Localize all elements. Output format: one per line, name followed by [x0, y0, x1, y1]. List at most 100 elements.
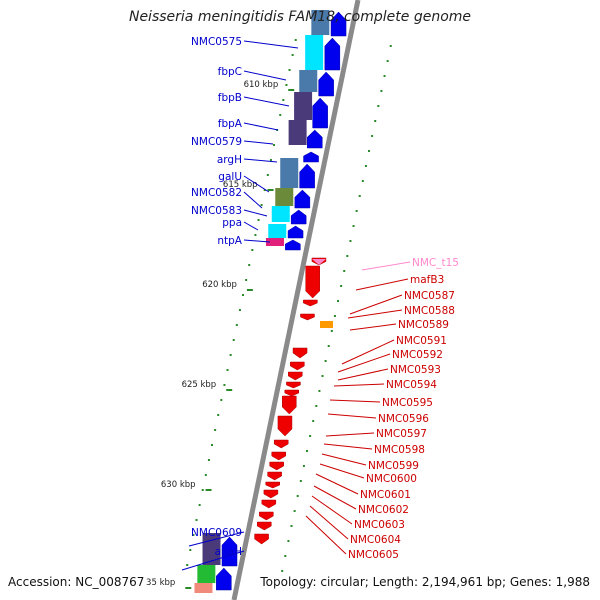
forward-leader-line [243, 122, 279, 131]
reverse-gene-label-nmc0605: NMC0605 [348, 549, 399, 561]
reverse-leader-line [337, 368, 389, 381]
reverse-gene-label-nmc0587: NMC0587 [404, 290, 455, 302]
reverse-gene-label-nmc-t15: NMC_t15 [412, 257, 459, 269]
reverse-gene-shape [282, 395, 297, 415]
reverse-gene-shape [254, 533, 269, 545]
cog-block [288, 120, 307, 145]
reverse-leader-line [355, 278, 409, 291]
forward-gene-shape [330, 11, 347, 37]
reverse-gene-shape [259, 511, 274, 521]
reverse-gene-label-nmc0591: NMC0591 [396, 335, 447, 347]
reverse-gene-label-nmc0589: NMC0589 [398, 319, 449, 331]
reverse-leader-line [329, 399, 381, 403]
forward-gene-label-nmc0582: NMC0582 [191, 187, 242, 199]
reverse-gene-label-nmc0594: NMC0594 [386, 379, 437, 391]
kbp-label: 35 kbp [146, 578, 175, 588]
cog-block [280, 158, 299, 188]
reverse-gene-shape [265, 481, 281, 489]
cog-block [299, 70, 318, 92]
forward-gene-shape [299, 163, 315, 189]
forward-gene-shape [285, 239, 301, 251]
forward-gene-label-fbpb: fbpB [218, 92, 242, 104]
cog-block [294, 92, 313, 120]
reverse-gene-label-nmc0604: NMC0604 [350, 534, 401, 546]
reverse-leader-line [313, 485, 357, 510]
forward-gene-label-argh: argH [217, 154, 242, 166]
genome-backbone [231, 0, 361, 600]
forward-leader-line [243, 175, 270, 193]
forward-leader-line [243, 209, 268, 217]
reverse-leader-line [305, 515, 347, 555]
reverse-leader-line [349, 294, 403, 315]
cog-block [265, 238, 284, 246]
forward-leader-line [181, 550, 245, 571]
reverse-leader-line [341, 339, 395, 365]
reverse-gene-shape [286, 381, 301, 389]
reverse-leader-line [349, 323, 397, 331]
reverse-gene-label-nmc0602: NMC0602 [358, 504, 409, 516]
forward-leader-line [243, 96, 290, 107]
cog-block [275, 188, 294, 206]
forward-gene-label-galu: galU [218, 171, 242, 183]
reverse-gene-shape [257, 521, 272, 531]
forward-leader-line [243, 70, 287, 81]
reverse-gene-shape [290, 361, 305, 371]
reverse-gene-label-nmc0603: NMC0603 [354, 519, 405, 531]
forward-leader-line [243, 40, 299, 49]
reverse-gene-shape [284, 389, 300, 397]
reverse-gene-label-nmc0588: NMC0588 [404, 305, 455, 317]
reverse-gene-shape [269, 461, 284, 471]
reverse-leader-line [325, 432, 375, 437]
forward-gene-shape [290, 209, 307, 225]
forward-leader-line [243, 158, 278, 163]
reverse-leader-line [319, 463, 365, 479]
reverse-gene-label-nmc0596: NMC0596 [378, 413, 429, 425]
reverse-gene-label-nmc0601: NMC0601 [360, 489, 411, 501]
reverse-leader-line [323, 443, 373, 450]
reverse-gene-shape [263, 489, 279, 499]
cog-block [194, 583, 213, 593]
forward-gene-label-nmc0575: NMC0575 [191, 36, 242, 48]
reverse-gene-label-nmc0597: NMC0597 [376, 428, 427, 440]
forward-gene-shape [312, 97, 328, 129]
reverse-gene-shape [273, 439, 289, 449]
forward-gene-shape [324, 37, 341, 71]
cog-block [311, 10, 330, 35]
reverse-leader-line [337, 353, 391, 373]
orange-feature-shape [320, 321, 333, 328]
reverse-gene-shape [267, 471, 282, 481]
reverse-leader-line [347, 309, 403, 319]
forward-gene-shape [318, 71, 334, 97]
forward-leader-line [188, 531, 245, 547]
reverse-leader-line [315, 473, 359, 495]
cog-block [268, 224, 287, 238]
forward-gene-label-nmc0583: NMC0583 [191, 205, 242, 217]
forward-gene-label-ntpa: ntpA [217, 235, 242, 247]
forward-gene-label-fbpc: fbpC [218, 66, 242, 78]
reverse-gene-shape [300, 313, 315, 321]
reverse-gene-label-mafb3: mafB3 [410, 274, 444, 286]
reverse-leader-line [361, 261, 411, 271]
map-title: Neisseria meningitidis FAM18, complete g… [128, 9, 472, 25]
reverse-gene-shape [271, 451, 286, 461]
forward-gene-label-nmc0609: NMC0609 [191, 527, 242, 539]
reverse-gene-label-nmc0595: NMC0595 [382, 397, 433, 409]
forward-gene-shape [307, 129, 323, 149]
kbp-label: 625 kbp [182, 380, 217, 390]
kbp-label: 615 kbp [223, 180, 258, 190]
reverse-leader-line [327, 413, 377, 419]
trna-shape [312, 259, 326, 265]
kbp-label: 610 kbp [244, 80, 279, 90]
forward-leader-line [243, 140, 274, 145]
cog-block [197, 565, 216, 583]
forward-leader-line [243, 191, 263, 209]
reverse-gene-label-nmc0593: NMC0593 [390, 364, 441, 376]
forward-leader-line [243, 239, 271, 243]
forward-gene-shape [303, 151, 319, 163]
reverse-leader-line [321, 453, 367, 466]
forward-gene-label-apah: apaH [215, 546, 242, 558]
cog-block [271, 206, 290, 222]
reverse-gene-shape [288, 371, 303, 381]
